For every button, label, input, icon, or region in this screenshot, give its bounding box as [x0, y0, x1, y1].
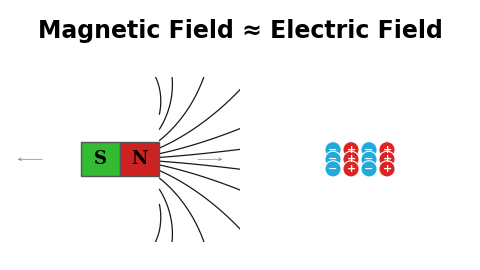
- Circle shape: [361, 161, 377, 177]
- Bar: [120, 143, 159, 176]
- Circle shape: [379, 141, 395, 158]
- Circle shape: [343, 161, 359, 177]
- Text: +: +: [383, 145, 392, 155]
- Text: +: +: [347, 145, 356, 155]
- Circle shape: [325, 141, 341, 158]
- Text: N: N: [132, 150, 148, 168]
- Circle shape: [361, 141, 377, 158]
- Text: −: −: [364, 154, 374, 164]
- Circle shape: [379, 151, 395, 167]
- Text: −: −: [364, 164, 374, 174]
- Text: −: −: [328, 164, 338, 174]
- Text: −: −: [328, 154, 338, 164]
- Text: +: +: [347, 164, 356, 174]
- Circle shape: [325, 161, 341, 177]
- Text: +: +: [347, 154, 356, 164]
- Circle shape: [361, 151, 377, 167]
- Text: −: −: [328, 145, 338, 155]
- Circle shape: [343, 151, 359, 167]
- Circle shape: [325, 151, 341, 167]
- Text: −: −: [364, 145, 374, 155]
- Circle shape: [343, 141, 359, 158]
- Circle shape: [379, 161, 395, 177]
- Bar: [81, 143, 120, 176]
- Text: Magnetic Field ≈ Electric Field: Magnetic Field ≈ Electric Field: [37, 19, 443, 43]
- Text: +: +: [383, 164, 392, 174]
- Text: S: S: [94, 150, 107, 168]
- Text: +: +: [383, 154, 392, 164]
